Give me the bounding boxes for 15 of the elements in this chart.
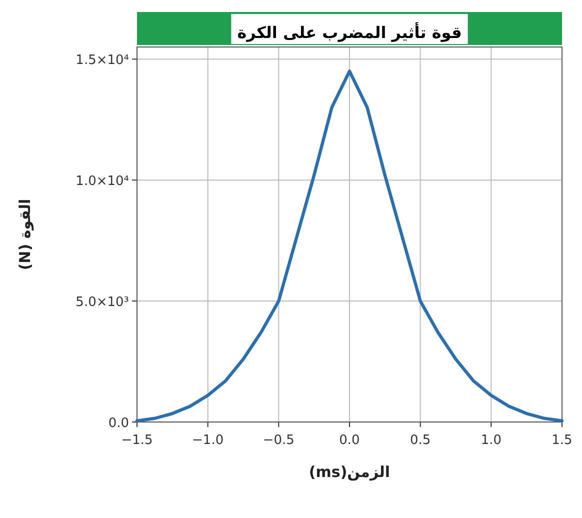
y-axis-title: القوة (N): [16, 198, 34, 270]
chart-title: قوة تأثير المضرب على الكرة: [237, 22, 462, 42]
x-tick-label: −1.5: [121, 433, 153, 448]
x-tick-label: −0.5: [262, 433, 294, 448]
line-series: [135, 70, 564, 422]
y-tick-label: 1.5×10⁴: [76, 53, 129, 68]
y-tick-label: 5.0×10³: [76, 295, 129, 310]
x-tick-label: 1.5: [552, 433, 572, 448]
y-tick-label: 0.0: [108, 416, 129, 431]
x-tick-label: −1.0: [192, 433, 224, 448]
x-tick-label: 0.0: [339, 433, 360, 448]
x-tick-label: 0.5: [410, 433, 431, 448]
x-tick-label: 1.0: [480, 433, 502, 448]
y-tick-label: 1.0×10⁴: [76, 174, 129, 190]
x-axis-title: الزمن(ms): [308, 463, 390, 481]
